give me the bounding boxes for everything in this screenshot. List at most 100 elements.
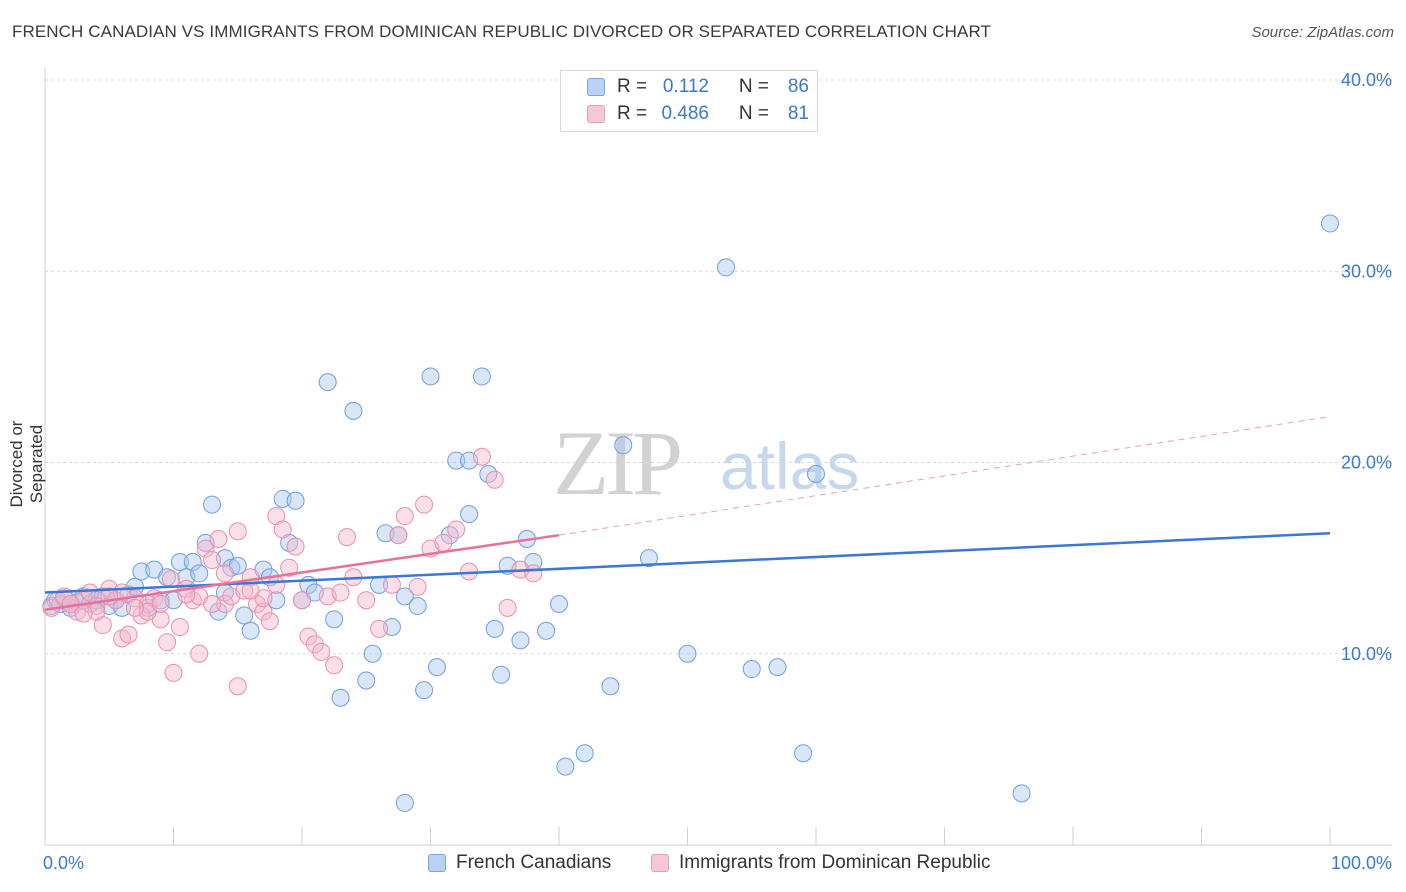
dominican-point bbox=[415, 495, 434, 514]
x-tick-label: 100.0% bbox=[1331, 853, 1392, 873]
dominican-point bbox=[215, 564, 234, 583]
dominican-point bbox=[119, 625, 138, 644]
dominican-point bbox=[299, 627, 318, 646]
dominican-point bbox=[325, 656, 344, 675]
french-canadian-point bbox=[485, 619, 504, 638]
legend-row-french-canadians: R = 0.112 N = 86 bbox=[587, 75, 809, 99]
dominican-point bbox=[337, 528, 356, 547]
french-canadian-point bbox=[1321, 214, 1339, 233]
french-canadian-point bbox=[678, 644, 697, 663]
dominican-point bbox=[164, 663, 183, 682]
dominican-point bbox=[161, 570, 180, 589]
french-canadian-point bbox=[286, 491, 305, 510]
dominican-point bbox=[395, 507, 414, 526]
french-canadian-point bbox=[190, 564, 209, 583]
dominican-point bbox=[273, 520, 292, 539]
legend-item-french-canadians[interactable]: French Canadians bbox=[428, 852, 611, 874]
dominican-point bbox=[472, 447, 491, 466]
french-canadian-point bbox=[601, 677, 620, 696]
source-label: Source: ZipAtlas.com bbox=[1251, 24, 1394, 41]
legend-r-label: R = bbox=[617, 76, 648, 97]
french-canadian-point bbox=[575, 744, 594, 763]
dominican-point bbox=[260, 612, 279, 631]
dominican-point bbox=[74, 604, 93, 623]
dominican-point bbox=[305, 635, 324, 654]
french-canadian-point bbox=[344, 401, 363, 420]
legend-n-value: 81 bbox=[787, 103, 809, 124]
y-tick-label: 40.0% bbox=[1341, 70, 1392, 90]
french-canadian-point bbox=[395, 793, 414, 812]
watermark-atlas: atlas bbox=[720, 429, 860, 503]
legend-swatch-blue bbox=[428, 854, 446, 872]
french-canadian-point bbox=[639, 549, 658, 568]
french-canadian-point bbox=[203, 495, 222, 514]
dominican-trendline-extension bbox=[558, 416, 1331, 536]
french-canadian-point bbox=[421, 367, 440, 386]
dominican-point bbox=[215, 595, 234, 614]
dominican-point bbox=[170, 617, 189, 636]
dominican-point bbox=[408, 577, 427, 596]
dominican-point bbox=[209, 530, 228, 548]
french-canadian-point bbox=[742, 660, 761, 679]
dominican-point bbox=[241, 581, 260, 600]
dominican-point bbox=[151, 595, 170, 614]
french-canadian-point bbox=[614, 436, 633, 455]
dominican-point bbox=[228, 677, 247, 696]
dominican-point bbox=[267, 575, 286, 594]
french-canadian-point bbox=[363, 644, 382, 663]
dominican-point bbox=[382, 575, 401, 594]
dominican-point bbox=[293, 591, 311, 610]
legend-label: Immigrants from Dominican Republic bbox=[679, 852, 991, 873]
correlation-legend: R = 0.112 N = 86 R = 0.486 N = 81 bbox=[560, 70, 818, 132]
french-canadian-point bbox=[209, 602, 228, 621]
legend-row-dominican: R = 0.486 N = 81 bbox=[587, 102, 809, 126]
dominican-point bbox=[203, 595, 222, 614]
dominican-point bbox=[196, 539, 215, 558]
french-canadian-point bbox=[460, 505, 479, 524]
legend-swatch-blue bbox=[587, 78, 605, 96]
dominican-point bbox=[228, 522, 247, 541]
legend-n-label: N = bbox=[738, 103, 769, 124]
dominican-point bbox=[389, 526, 408, 545]
french-canadian-point bbox=[511, 631, 530, 650]
dominican-point bbox=[447, 520, 466, 539]
dominican-point bbox=[312, 642, 331, 661]
french-canadian-point bbox=[717, 258, 736, 277]
dominican-point bbox=[254, 602, 273, 621]
y-tick-label: 20.0% bbox=[1341, 453, 1392, 473]
x-tick-label: 0.0% bbox=[43, 853, 84, 873]
dominican-point bbox=[203, 551, 222, 570]
french-canadian-point bbox=[318, 373, 337, 392]
french-canadian-point bbox=[794, 744, 813, 763]
french-canadian-trendline bbox=[44, 532, 1331, 594]
legend-r-value: 0.112 bbox=[662, 76, 709, 97]
french-canadian-point bbox=[241, 621, 260, 640]
dominican-point bbox=[434, 533, 453, 552]
dominican-point bbox=[357, 591, 376, 610]
y-tick-label: 30.0% bbox=[1341, 261, 1392, 281]
french-canadian-point bbox=[492, 665, 511, 684]
french-canadian-point bbox=[768, 658, 787, 677]
french-canadian-point bbox=[325, 610, 344, 629]
legend-r-value: 0.486 bbox=[661, 103, 709, 124]
french-canadian-point bbox=[427, 658, 446, 677]
french-canadian-point bbox=[537, 621, 556, 640]
dominican-point bbox=[158, 633, 177, 652]
dominican-point bbox=[524, 564, 543, 583]
y-tick-label: 10.0% bbox=[1341, 644, 1392, 664]
french-canadian-point bbox=[408, 596, 427, 615]
legend-label: French Canadians bbox=[456, 852, 612, 873]
dominican-point bbox=[485, 470, 504, 489]
legend-n-label: N = bbox=[738, 76, 769, 97]
dominican-point bbox=[331, 583, 350, 602]
french-canadian-point bbox=[447, 451, 466, 470]
french-canadian-point bbox=[807, 464, 825, 483]
dominican-point bbox=[280, 558, 299, 577]
dominican-point bbox=[190, 644, 209, 663]
dominican-point bbox=[286, 537, 305, 556]
legend-item-dominican-republic[interactable]: Immigrants from Dominican Republic bbox=[651, 852, 991, 874]
dominican-point bbox=[68, 602, 87, 621]
legend-r-label: R = bbox=[617, 103, 648, 124]
dominican-point bbox=[125, 598, 144, 617]
